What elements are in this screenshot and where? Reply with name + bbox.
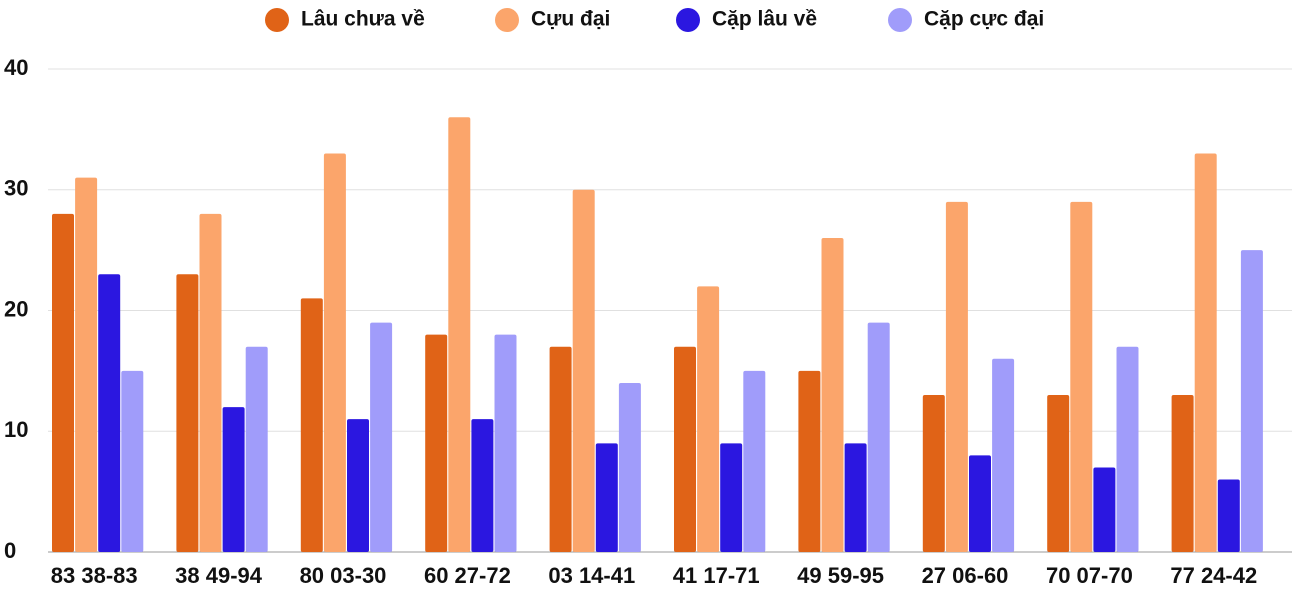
bar [1093, 467, 1116, 552]
bar [867, 322, 890, 552]
x-tick-label: 27 06-60 [922, 563, 1009, 588]
bar [323, 153, 346, 552]
bar [222, 407, 245, 552]
bar [494, 334, 517, 552]
x-tick-label: 03 14-41 [548, 563, 635, 588]
bar [471, 419, 494, 552]
y-tick-label: 0 [4, 538, 16, 563]
legend-swatch [265, 8, 289, 32]
x-tick-label: 83 38-83 [51, 563, 138, 588]
x-tick-label: 41 17-71 [673, 563, 760, 588]
bar [798, 370, 821, 552]
bar [425, 334, 448, 552]
bar [448, 117, 471, 553]
bar [969, 455, 991, 552]
bar [1047, 395, 1070, 552]
x-tick-label: 60 27-72 [424, 563, 511, 588]
bar [821, 238, 844, 553]
bar [370, 322, 393, 552]
legend-label: Cặp lâu về [712, 8, 817, 31]
bar [52, 213, 74, 552]
legend-label: Lâu chưa về [301, 8, 425, 31]
y-tick-label: 40 [4, 55, 28, 80]
bar [1070, 201, 1093, 552]
bar [922, 395, 945, 552]
y-tick-label: 10 [4, 417, 28, 442]
legend-swatch [888, 8, 912, 32]
bar [1240, 250, 1263, 552]
bar [674, 346, 696, 552]
bar [176, 274, 199, 552]
y-tick-label: 20 [4, 296, 28, 321]
x-tick-label: 49 59-95 [797, 563, 884, 588]
bar [75, 177, 98, 553]
bar [1194, 153, 1217, 552]
bar [347, 419, 369, 552]
bar [300, 298, 323, 552]
bar [743, 370, 766, 552]
x-tick-label: 70 07-70 [1046, 563, 1133, 588]
x-tick-label: 38 49-94 [175, 563, 263, 588]
bar [1171, 395, 1194, 552]
bar [595, 443, 618, 552]
bar [199, 213, 222, 552]
legend-label: Cặp cực đại [924, 8, 1044, 31]
bar [1116, 346, 1139, 552]
bar [945, 201, 968, 552]
x-tick-label: 77 24-42 [1170, 563, 1257, 588]
bar [98, 274, 121, 552]
bar [121, 370, 144, 552]
y-tick-label: 30 [4, 176, 28, 201]
bar [992, 358, 1015, 552]
bar [1217, 479, 1240, 552]
bar [245, 346, 268, 552]
legend-swatch [676, 8, 700, 32]
bar [572, 189, 595, 552]
bar [549, 346, 572, 552]
bar [618, 382, 641, 552]
legend-label: Cựu đại [531, 8, 610, 31]
x-tick-label: 80 03-30 [300, 563, 387, 588]
bar [720, 443, 743, 552]
legend-swatch [495, 8, 519, 32]
bar [697, 286, 720, 552]
bar [844, 443, 867, 552]
